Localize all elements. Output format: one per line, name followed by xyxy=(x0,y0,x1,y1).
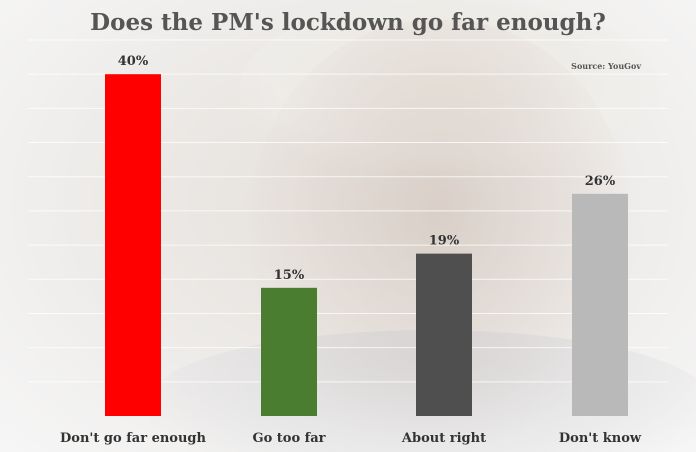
value-label-0: 40% xyxy=(118,54,149,69)
bar-3 xyxy=(572,193,628,416)
chart-source: Source: YouGov xyxy=(571,61,641,71)
bars xyxy=(105,74,628,416)
category-labels: Don't go far enough Go too far About right… xyxy=(60,431,642,446)
bar-0 xyxy=(105,74,161,416)
value-labels: 40% 15% 19% 26% xyxy=(118,54,616,283)
category-label-0: Don't go far enough xyxy=(60,431,207,446)
category-label-1: Go too far xyxy=(252,431,325,446)
value-label-3: 26% xyxy=(585,174,616,189)
chart-title: Does the PM's lockdown go far enough? xyxy=(90,9,606,36)
category-label-3: Don't know xyxy=(559,431,642,446)
bar-1 xyxy=(261,287,317,416)
value-label-1: 15% xyxy=(274,268,305,283)
category-label-2: About right xyxy=(401,431,486,446)
bar-2 xyxy=(416,253,472,416)
value-label-2: 19% xyxy=(429,234,460,249)
